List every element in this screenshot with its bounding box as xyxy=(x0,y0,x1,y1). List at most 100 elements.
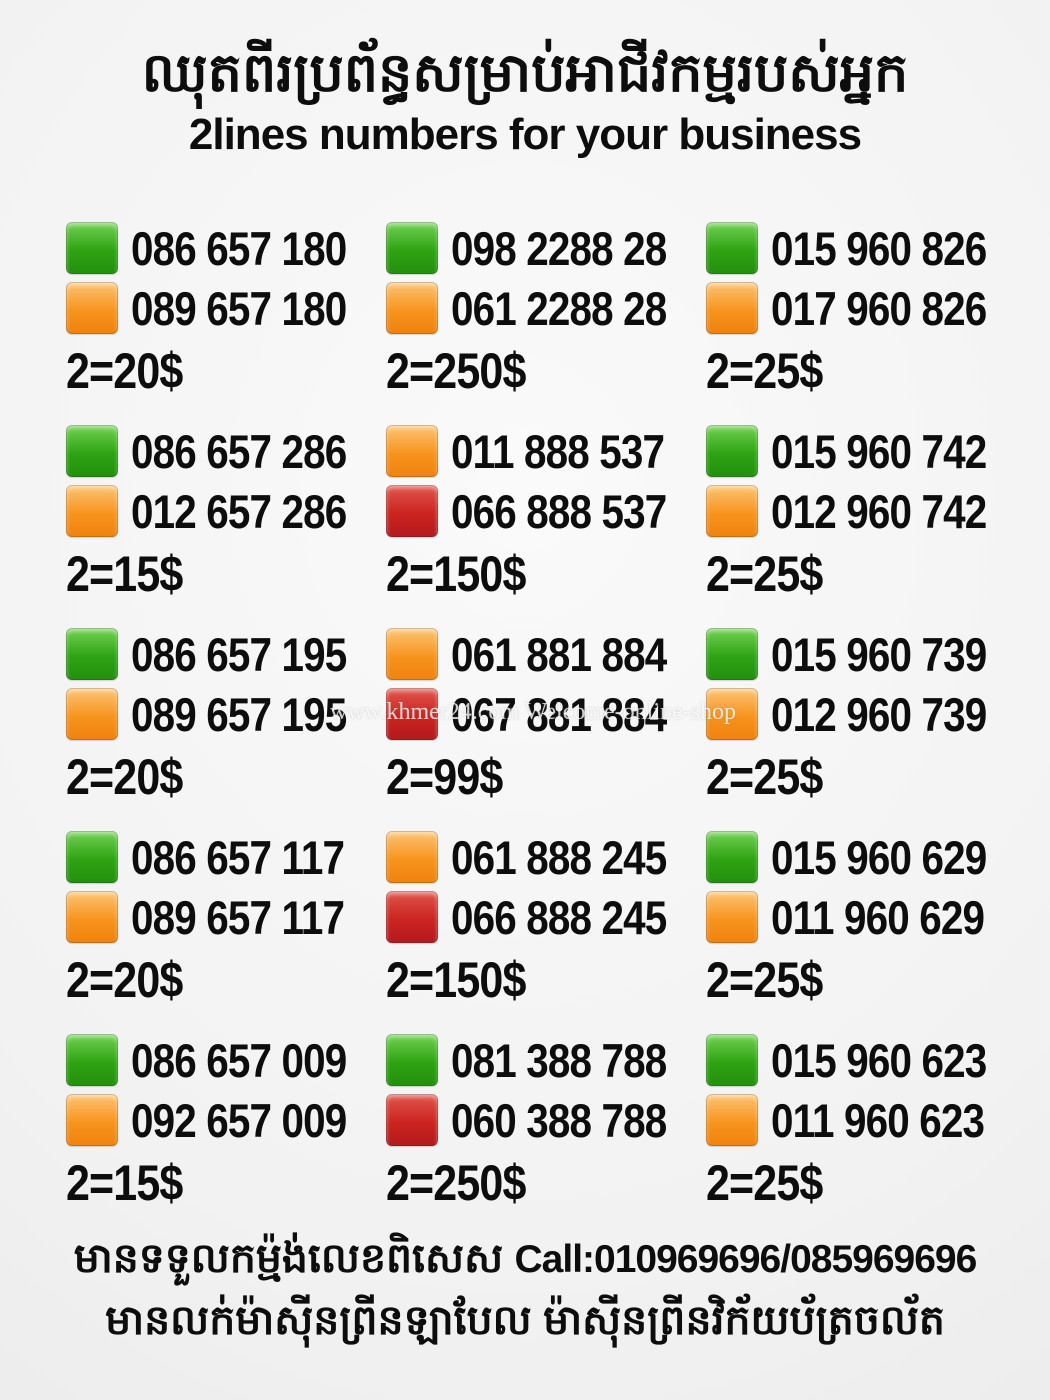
network-color-square xyxy=(386,688,438,740)
network-color-square xyxy=(66,222,118,274)
phone-number: 066 888 245 xyxy=(451,890,667,944)
network-color-square xyxy=(706,831,758,883)
number-pair-cell: 011 888 537 066 888 537 2=150$ xyxy=(386,421,706,624)
number-pair-cell: 098 2288 28 061 2288 28 2=250$ xyxy=(386,218,706,421)
number-line-1: 086 657 286 xyxy=(66,421,386,481)
number-line-2: 089 657 117 xyxy=(66,887,386,947)
phone-number: 066 888 537 xyxy=(451,484,667,538)
phone-number: 067 881 884 xyxy=(451,687,667,741)
poster-title-khmer: ឈុតពីរប្រព័ន្ធសម្រាប់អាជីវកម្មរបស់អ្នក xyxy=(141,43,909,103)
poster-header: ឈុតពីរប្រព័ន្ធសម្រាប់អាជីវកម្មរបស់អ្នក 2… xyxy=(0,0,1050,160)
pair-price: 2=150$ xyxy=(386,952,526,1008)
number-line-1: 086 657 009 xyxy=(66,1030,386,1090)
phone-number: 012 657 286 xyxy=(131,484,347,538)
network-color-square xyxy=(706,628,758,680)
number-line-2: 089 657 195 xyxy=(66,684,386,744)
phone-number: 086 657 286 xyxy=(131,424,347,478)
network-color-square xyxy=(66,1094,118,1146)
number-pair-cell: 086 657 180 089 657 180 2=20$ xyxy=(66,218,386,421)
pair-price: 2=20$ xyxy=(66,343,183,399)
phone-number: 086 657 117 xyxy=(131,830,345,884)
phone-number: 086 657 009 xyxy=(131,1033,347,1087)
network-color-square xyxy=(66,485,118,537)
network-color-square xyxy=(706,425,758,477)
phone-number: 011 960 629 xyxy=(771,890,985,944)
number-line-1: 081 388 788 xyxy=(386,1030,706,1090)
number-pair-cell: 061 881 884 067 881 884 2=99$ xyxy=(386,624,706,827)
number-pair-cell: 086 657 195 089 657 195 2=20$ xyxy=(66,624,386,827)
footer-call-numbers: Call:010969696/085969696 xyxy=(514,1238,978,1281)
phone-number: 092 657 009 xyxy=(131,1093,347,1147)
phone-number: 017 960 826 xyxy=(771,281,987,335)
number-pair-cell: 015 960 826 017 960 826 2=25$ xyxy=(706,218,1026,421)
number-pair-cell: 015 960 739 012 960 739 2=25$ xyxy=(706,624,1026,827)
pair-price: 2=15$ xyxy=(66,1155,183,1211)
network-color-square xyxy=(66,1034,118,1086)
number-line-2: 061 2288 28 xyxy=(386,278,706,338)
pair-price: 2=25$ xyxy=(706,749,823,805)
number-line-1: 015 960 623 xyxy=(706,1030,1026,1090)
number-line-1: 086 657 195 xyxy=(66,624,386,684)
phone-number: 061 881 884 xyxy=(451,627,667,681)
number-line-2: 011 960 623 xyxy=(706,1090,1026,1150)
number-line-2: 066 888 245 xyxy=(386,887,706,947)
number-line-1: 086 657 180 xyxy=(66,218,386,278)
phone-number: 060 388 788 xyxy=(451,1093,667,1147)
number-pair-cell: 015 960 742 012 960 742 2=25$ xyxy=(706,421,1026,624)
pair-price: 2=20$ xyxy=(66,749,183,805)
phone-number: 011 888 537 xyxy=(451,424,665,478)
network-color-square xyxy=(706,1094,758,1146)
pair-price: 2=15$ xyxy=(66,546,183,602)
poster-subtitle-english: 2lines numbers for your business xyxy=(188,110,862,160)
phone-number: 086 657 195 xyxy=(131,627,347,681)
number-pair-cell: 086 657 009 092 657 009 2=15$ xyxy=(66,1030,386,1233)
network-color-square xyxy=(386,425,438,477)
phone-number: 086 657 180 xyxy=(131,221,347,275)
phone-number: 098 2288 28 xyxy=(451,221,667,275)
network-color-square xyxy=(66,628,118,680)
pair-price: 2=250$ xyxy=(386,1155,526,1211)
phone-number: 081 388 788 xyxy=(451,1033,667,1087)
phone-number: 089 657 117 xyxy=(131,890,345,944)
footer-line1: មានទទួលកម្ម៉ង់លេខពិសេស Call:010969696/08… xyxy=(0,1232,1050,1286)
phone-number: 015 960 739 xyxy=(771,627,987,681)
pair-price: 2=25$ xyxy=(706,1155,823,1211)
network-color-square xyxy=(66,831,118,883)
number-line-2: 067 881 884 xyxy=(386,684,706,744)
number-line-2: 089 657 180 xyxy=(66,278,386,338)
number-pair-cell: 061 888 245 066 888 245 2=150$ xyxy=(386,827,706,1030)
number-line-1: 015 960 739 xyxy=(706,624,1026,684)
network-color-square xyxy=(386,485,438,537)
numbers-grid: 086 657 180 089 657 180 2=20$ 098 2288 2… xyxy=(66,218,1026,1233)
network-color-square xyxy=(66,282,118,334)
network-color-square xyxy=(386,891,438,943)
number-line-2: 012 657 286 xyxy=(66,481,386,541)
number-line-1: 061 888 245 xyxy=(386,827,706,887)
pair-price: 2=99$ xyxy=(386,749,503,805)
pair-price: 2=25$ xyxy=(706,343,823,399)
number-line-1: 011 888 537 xyxy=(386,421,706,481)
number-line-2: 066 888 537 xyxy=(386,481,706,541)
phone-number: 012 960 739 xyxy=(771,687,987,741)
network-color-square xyxy=(386,1034,438,1086)
number-line-1: 061 881 884 xyxy=(386,624,706,684)
number-line-2: 012 960 742 xyxy=(706,481,1026,541)
pair-price: 2=25$ xyxy=(706,546,823,602)
network-color-square xyxy=(66,425,118,477)
network-color-square xyxy=(386,831,438,883)
number-line-2: 012 960 739 xyxy=(706,684,1026,744)
number-pair-cell: 015 960 629 011 960 629 2=25$ xyxy=(706,827,1026,1030)
network-color-square xyxy=(706,485,758,537)
number-line-2: 017 960 826 xyxy=(706,278,1026,338)
pair-price: 2=20$ xyxy=(66,952,183,1008)
network-color-square xyxy=(66,688,118,740)
footer-khmer-offer-text: មានទទួលកម្ម៉ង់លេខពិសេស xyxy=(73,1235,504,1281)
phone-number: 089 657 180 xyxy=(131,281,347,335)
number-pair-cell: 086 657 117 089 657 117 2=20$ xyxy=(66,827,386,1030)
phone-number: 061 2288 28 xyxy=(451,281,667,335)
number-pair-cell: 086 657 286 012 657 286 2=15$ xyxy=(66,421,386,624)
phone-number: 015 960 826 xyxy=(771,221,987,275)
network-color-square xyxy=(706,222,758,274)
phone-number: 011 960 623 xyxy=(771,1093,985,1147)
network-color-square xyxy=(706,891,758,943)
